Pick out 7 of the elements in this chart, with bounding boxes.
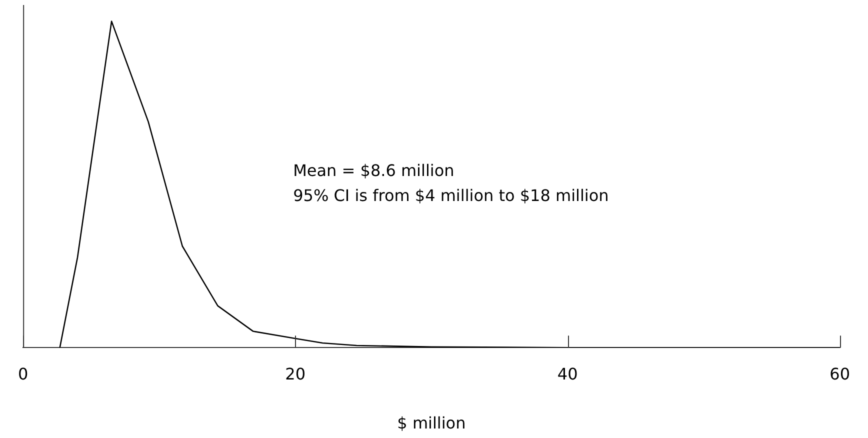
x-tick-label: 40 [557,364,578,384]
x-tick-label: 0 [18,364,28,384]
annotation: Mean = $8.6 million [293,161,454,180]
x-axis-title: $ million [397,414,466,433]
x-tick-label: 20 [285,364,306,384]
x-tick-label: 60 [830,364,850,384]
annotation: 95% CI is from $4 million to $18 million [293,186,609,206]
